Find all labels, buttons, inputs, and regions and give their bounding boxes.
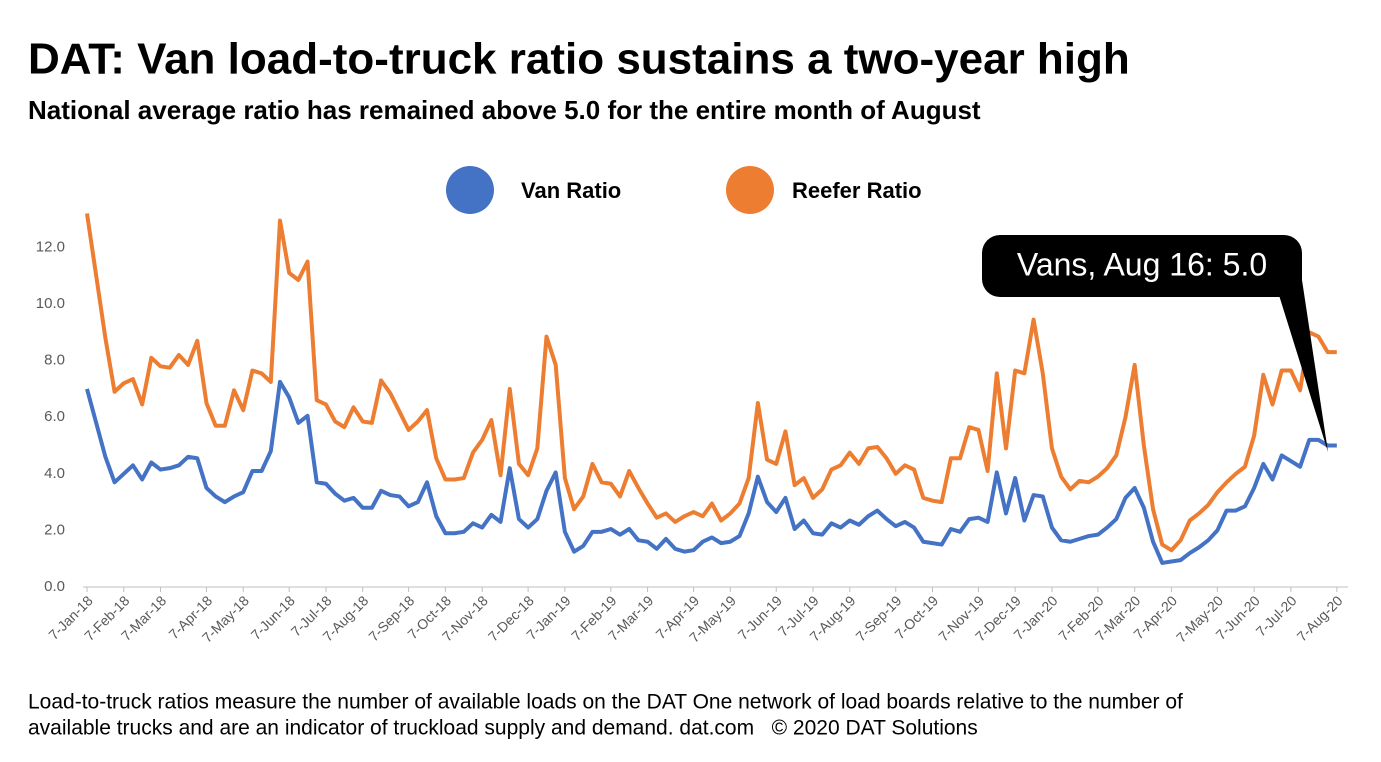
- y-tick-label: 0.0: [44, 578, 65, 595]
- annotation: Vans, Aug 16: 5.0: [1017, 246, 1267, 282]
- series-line: [85, 379, 1337, 565]
- callout-pointer: [1278, 280, 1328, 452]
- chart-subtitle: National average ratio has remained abov…: [28, 95, 981, 125]
- x-tick-label: 7-Jun-19: [735, 592, 786, 643]
- x-tick-label: 7-Jun-18: [248, 592, 299, 643]
- legend-label: Van Ratio: [521, 178, 621, 203]
- y-tick-label: 2.0: [44, 521, 65, 538]
- y-tick-label: 10.0: [36, 295, 65, 312]
- chart-title: DAT: Van load-to-truck ratio sustains a …: [28, 35, 1130, 84]
- annotation-callout: Vans, Aug 16: 5.0: [982, 235, 1328, 452]
- y-tick-label: 12.0: [36, 238, 65, 255]
- footnote: Load-to-truck ratios measure the number …: [28, 691, 1183, 714]
- x-tick-label: 7-Jul-20: [1253, 592, 1300, 639]
- legend-label: Reefer Ratio: [792, 178, 922, 203]
- y-tick-label: 6.0: [44, 408, 65, 425]
- y-tick-label: 8.0: [44, 352, 65, 369]
- x-tick-label: 7-Aug-20: [1294, 592, 1346, 644]
- callout-box: [982, 235, 1302, 297]
- series-line: [85, 213, 1337, 553]
- y-tick-label: 4.0: [44, 465, 65, 482]
- legend-marker: [446, 166, 494, 214]
- footnote: available trucks and are an indicator of…: [28, 717, 978, 740]
- legend-marker: [726, 166, 774, 214]
